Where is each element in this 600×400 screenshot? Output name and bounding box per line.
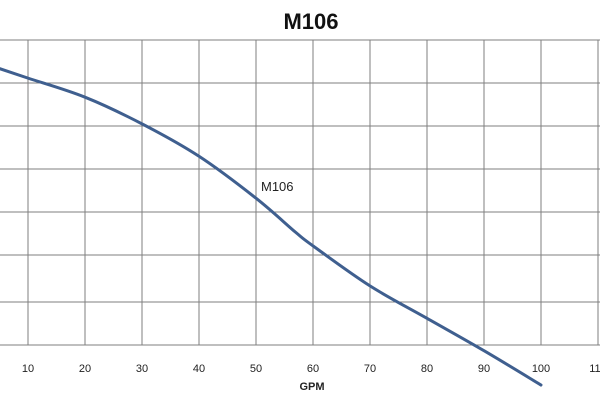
- x-tick-label-40: 40: [193, 363, 205, 375]
- chart-title: M106: [283, 9, 338, 34]
- x-tick-label-60: 60: [307, 363, 319, 375]
- x-tick-label-10: 10: [22, 363, 34, 375]
- x-tick-label-90: 90: [478, 363, 490, 375]
- x-tick-label-70: 70: [364, 363, 376, 375]
- x-tick-label-20: 20: [79, 363, 91, 375]
- x-tick-label-50: 50: [250, 363, 262, 375]
- grid: [0, 39, 600, 346]
- x-tick-label-100: 100: [532, 363, 550, 375]
- series-label: M106: [261, 179, 294, 194]
- x-tick-label-30: 30: [136, 363, 148, 375]
- x-axis-label: GPM: [299, 381, 324, 393]
- x-tick-label-110: 110: [589, 363, 600, 375]
- x-tick-label-80: 80: [421, 363, 433, 375]
- x-axis-ticks: 10 20 30 40 50 60 70 80 90 100 110: [22, 363, 600, 375]
- series-line: [0, 67, 543, 387]
